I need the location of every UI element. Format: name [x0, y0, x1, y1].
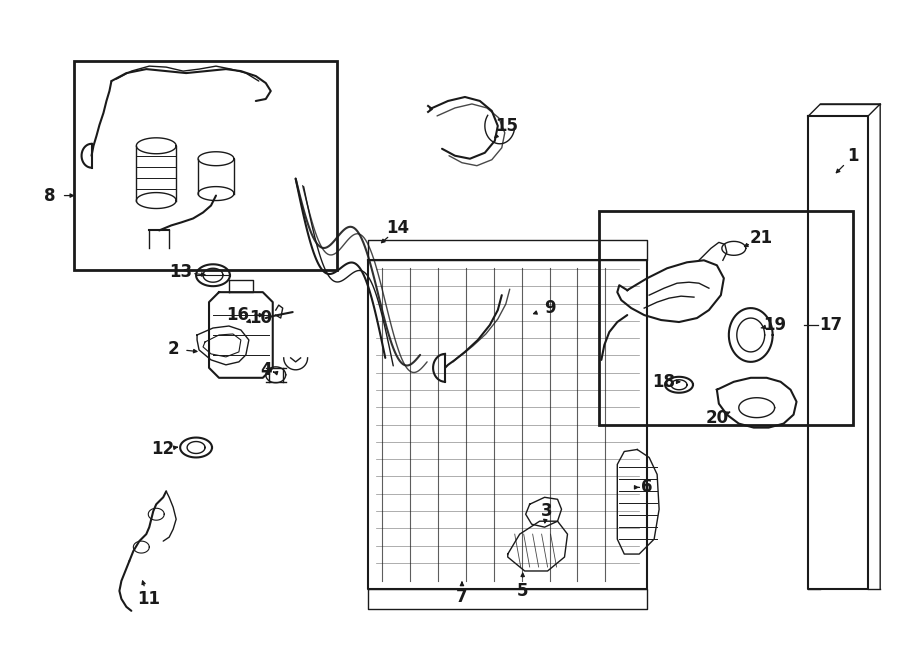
Text: 19: 19: [763, 316, 787, 334]
Text: 20: 20: [706, 408, 728, 426]
Text: 18: 18: [652, 373, 676, 391]
Text: 9: 9: [544, 299, 555, 317]
Text: 12: 12: [151, 440, 175, 459]
Text: 15: 15: [495, 117, 518, 135]
Text: 21: 21: [749, 229, 772, 247]
Text: 7: 7: [456, 588, 468, 606]
Text: 10: 10: [249, 309, 273, 327]
Text: 8: 8: [44, 186, 56, 204]
Text: 1: 1: [848, 147, 859, 165]
Text: 2: 2: [167, 340, 179, 358]
Text: 17: 17: [819, 316, 842, 334]
Text: 3: 3: [541, 502, 553, 520]
Text: 14: 14: [387, 219, 410, 237]
Text: 5: 5: [517, 582, 528, 600]
Text: 4: 4: [260, 361, 272, 379]
Text: 16: 16: [227, 306, 249, 324]
Bar: [74, 61, 338, 270]
Text: 13: 13: [169, 263, 193, 281]
Text: 6: 6: [642, 479, 652, 496]
Text: 11: 11: [137, 590, 160, 608]
Bar: [599, 210, 853, 424]
